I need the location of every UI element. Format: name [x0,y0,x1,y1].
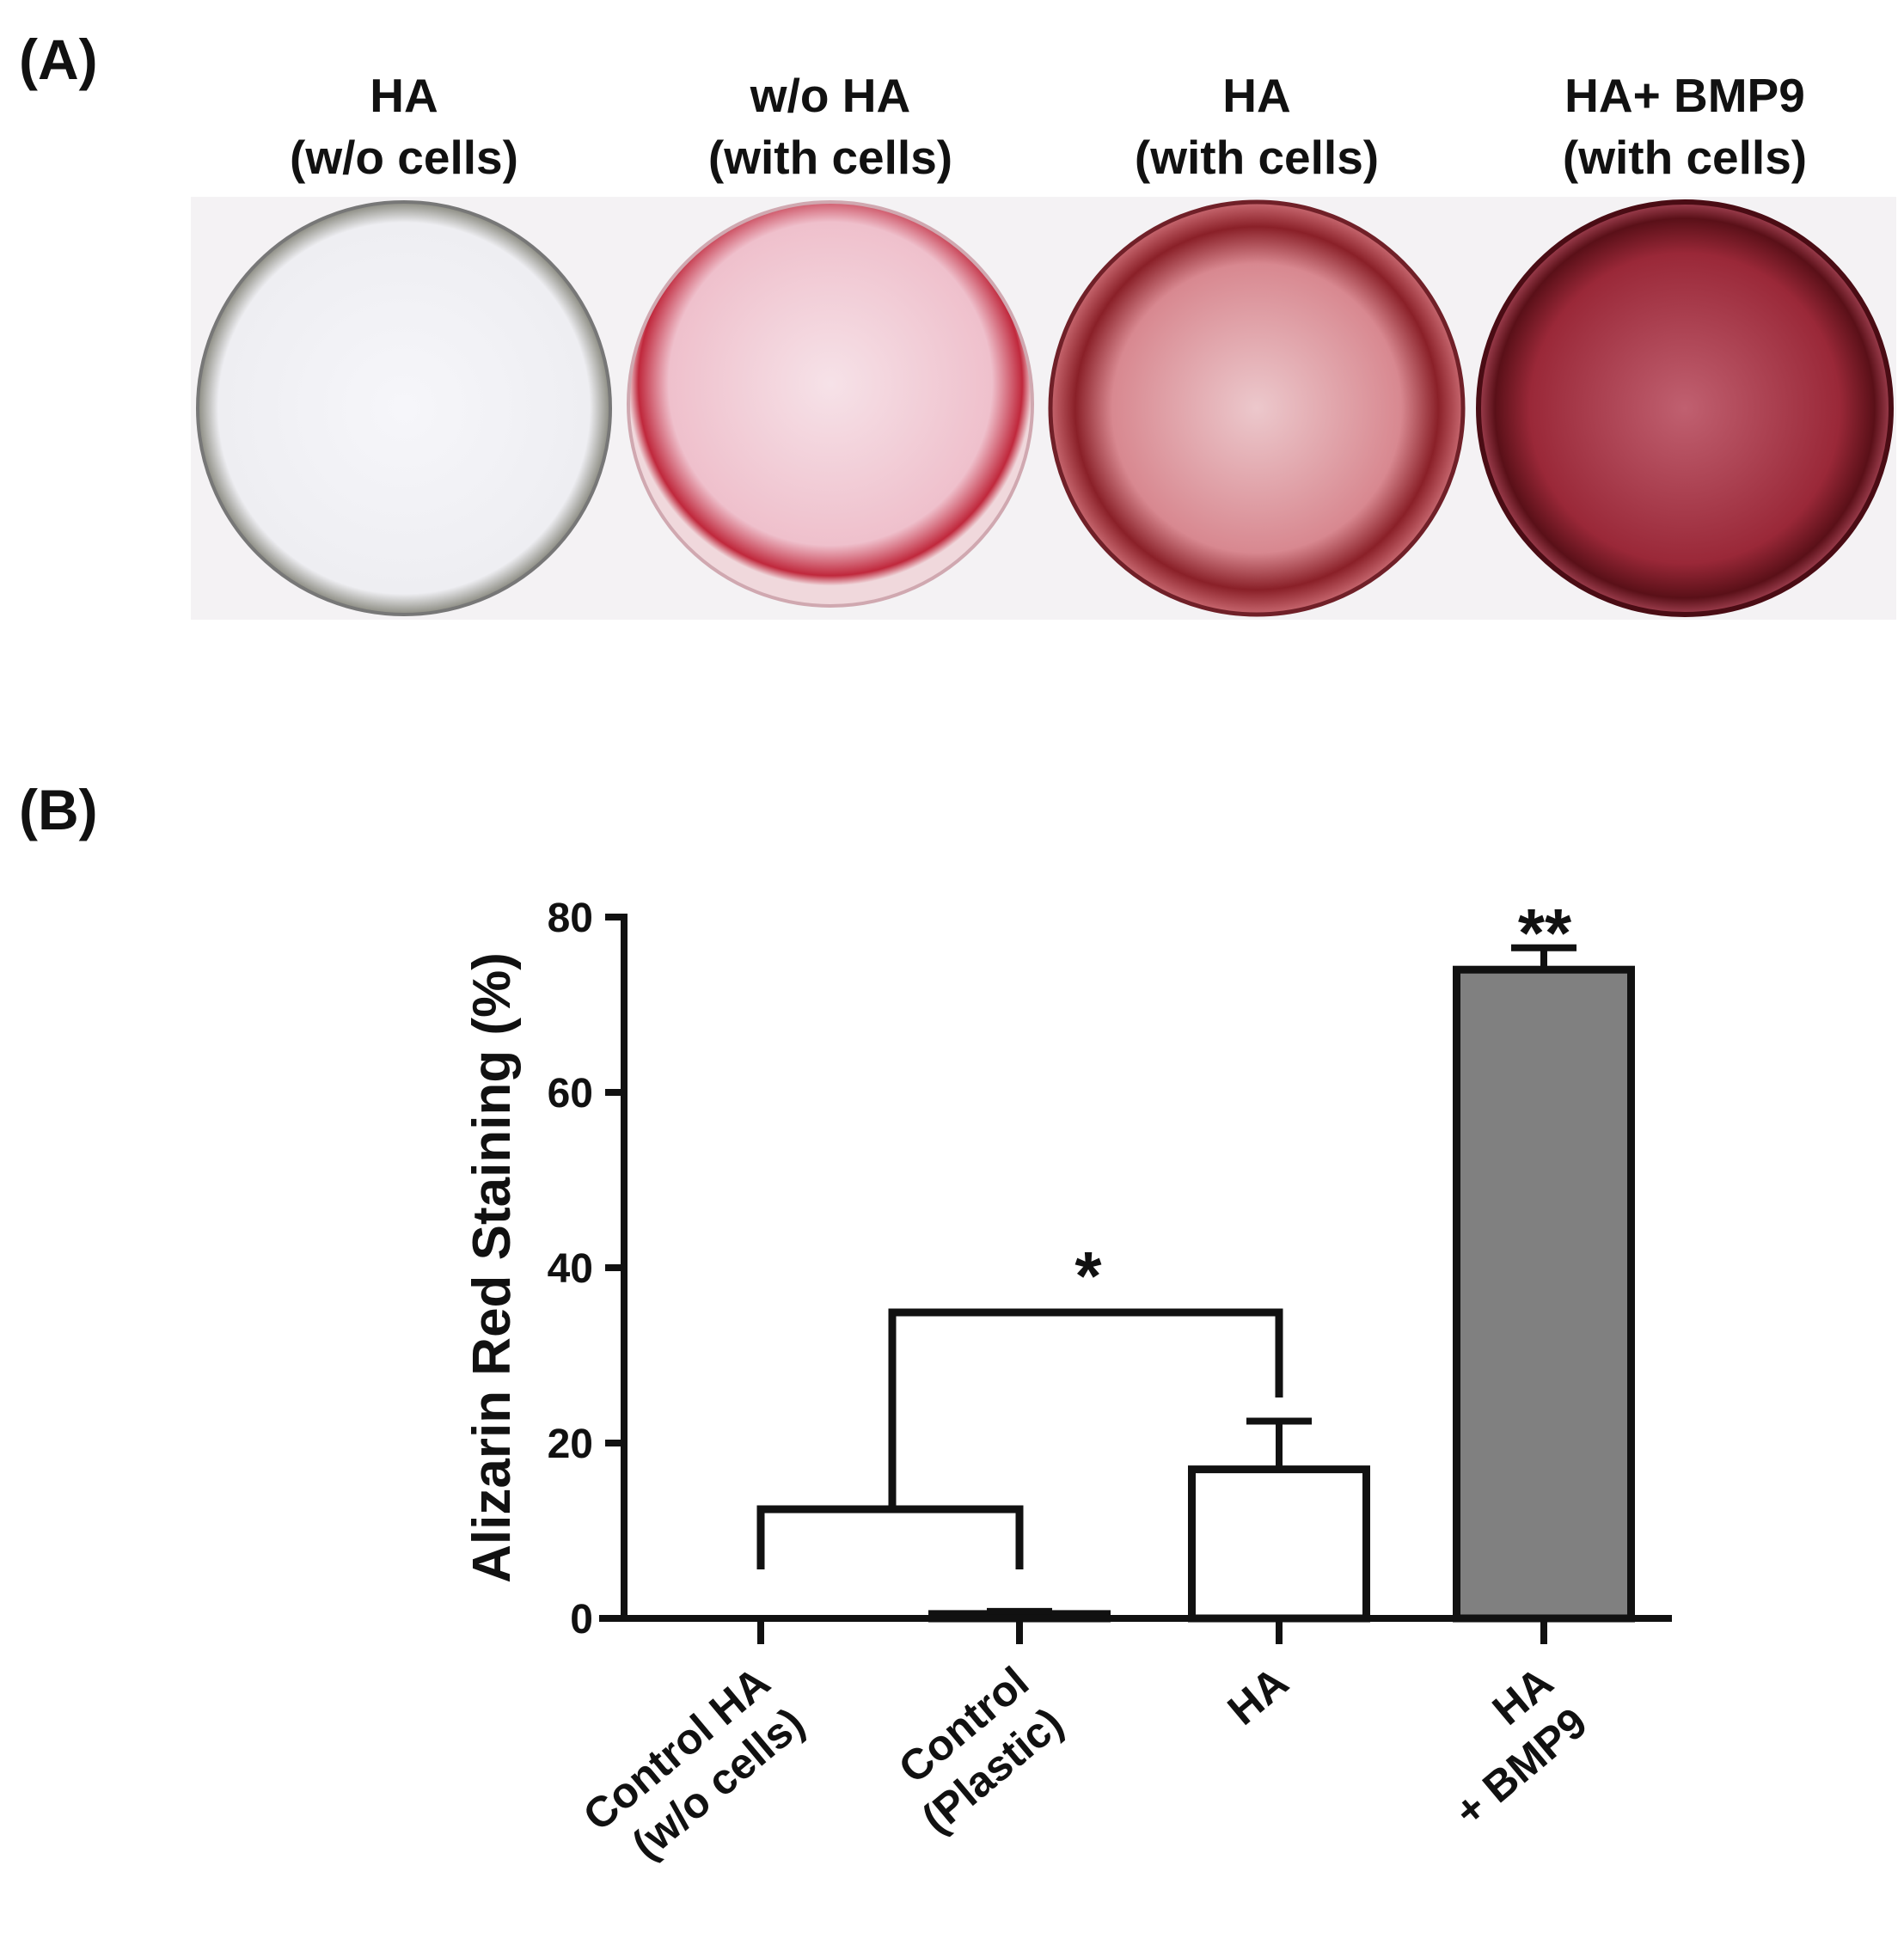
significance-brackets [756,1308,1283,1569]
well-images [191,197,1896,620]
x-tick-label: HA [1219,1658,1297,1734]
well-title: (with cells) [1563,131,1807,184]
error-bar [987,1607,1052,1615]
x-tick-label-group: Control HA(w/o cells) [574,1658,813,1869]
x-tick-label-group: HA+ BMP9 [1445,1658,1595,1836]
well-title: (with cells) [708,131,952,184]
bar [1188,1465,1370,1623]
annotation: ** [1518,895,1572,971]
well [627,200,1034,608]
annotation: * [1074,1238,1102,1314]
well-title: HA [1222,69,1290,122]
y-axis-label: Alizarin Red Staining (%) [462,952,522,1583]
y-tick-label: 60 [548,1071,593,1116]
well-title: (with cells) [1135,131,1379,184]
error-bar [1511,944,1576,970]
x-tick-label-group: HA [1219,1658,1297,1734]
well [196,200,612,616]
well-title: HA+ BMP9 [1564,69,1805,122]
bar [1453,965,1635,1623]
well [1048,199,1466,617]
well [1476,199,1894,617]
error-bar [1246,1417,1312,1470]
panel-label: (B) [19,778,98,841]
y-tick-label: 0 [570,1597,593,1642]
panel-label: (A) [19,28,98,91]
y-tick-label: 40 [548,1246,593,1292]
bracket [756,1505,1024,1569]
y-tick-label: 20 [548,1422,593,1467]
bracket [888,1308,1283,1509]
well-title: w/o HA [750,69,910,122]
x-tick-label-group: Control(Plastic) [890,1658,1072,1843]
well-title: (w/o cells) [290,131,518,184]
well-title: HA [370,69,438,122]
y-tick-label: 80 [548,896,593,941]
